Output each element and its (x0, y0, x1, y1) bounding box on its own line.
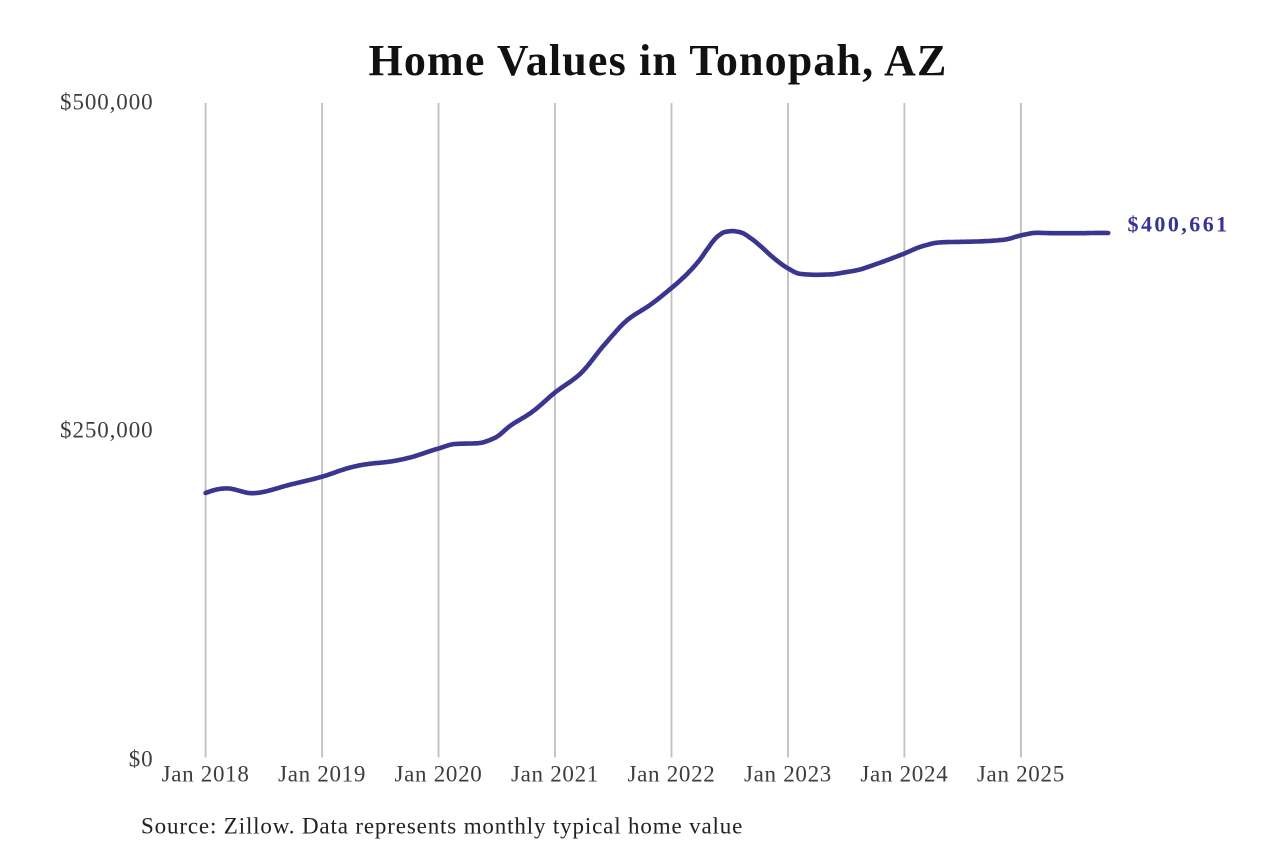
svg-text:$500,000: $500,000 (60, 90, 153, 115)
svg-text:Source: Zillow. Data represent: Source: Zillow. Data represents monthly … (141, 814, 743, 839)
svg-text:$250,000: $250,000 (60, 418, 153, 443)
svg-text:$400,661: $400,661 (1128, 211, 1230, 236)
svg-text:$0: $0 (129, 747, 154, 772)
svg-text:Home Values in Tonopah, AZ: Home Values in Tonopah, AZ (369, 36, 948, 85)
svg-text:Jan 2023: Jan 2023 (744, 762, 832, 787)
svg-text:Jan 2024: Jan 2024 (860, 762, 948, 787)
svg-text:Jan 2021: Jan 2021 (511, 762, 599, 787)
svg-text:Jan 2018: Jan 2018 (162, 762, 250, 787)
svg-text:Jan 2019: Jan 2019 (278, 762, 366, 787)
svg-text:Jan 2025: Jan 2025 (977, 762, 1065, 787)
svg-text:Jan 2022: Jan 2022 (627, 762, 715, 787)
svg-text:Jan 2020: Jan 2020 (394, 762, 482, 787)
